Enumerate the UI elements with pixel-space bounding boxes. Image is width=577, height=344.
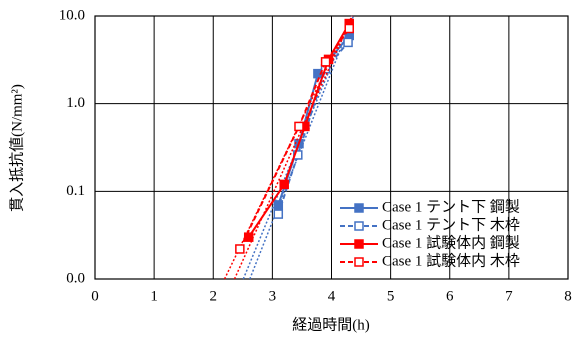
x-tick-label: 6: [446, 288, 454, 304]
legend-marker: [354, 239, 364, 249]
x-tick-label: 8: [564, 288, 572, 304]
plot-frame: [94, 15, 569, 280]
marker: [273, 209, 284, 219]
series-line: [238, 27, 351, 250]
series-line: [277, 41, 349, 215]
y-tick-label: 0.0: [66, 270, 85, 286]
legend-marker: [354, 257, 364, 267]
x-tick-label: 0: [91, 288, 99, 304]
marker: [235, 244, 245, 254]
legend-marker: [354, 221, 364, 231]
x-tick-label: 3: [269, 288, 277, 304]
y-axis-title: 貫入抵抗値(N/mm²): [8, 84, 25, 212]
x-tick-label: 1: [150, 288, 158, 304]
x-tick-label: 7: [505, 288, 513, 304]
y-tick-label: 10.0: [59, 7, 85, 23]
legend-label: Case 1 試験体内 木枠: [382, 252, 520, 269]
marker: [344, 23, 354, 34]
legend-label: Case 1 テント下 木枠: [382, 216, 520, 233]
x-tick-label: 5: [387, 288, 395, 304]
y-tick-label: 1.0: [66, 95, 85, 111]
trendline: [223, 15, 353, 280]
marker: [343, 37, 353, 48]
legend-label: Case 1 試験体内 鋼製: [382, 234, 520, 251]
marker: [320, 57, 331, 67]
x-axis-title: 経過時間(h): [292, 316, 370, 333]
marker: [294, 121, 304, 132]
marker: [279, 179, 289, 190]
trendline: [249, 15, 355, 280]
x-tick-label: 4: [328, 288, 336, 304]
x-tick-label: 2: [210, 288, 218, 304]
y-tick-label: 0.1: [66, 183, 85, 199]
legend-marker: [354, 203, 364, 213]
marker: [313, 68, 323, 79]
legend-label: Case 1 テント下 鋼製: [382, 198, 520, 215]
